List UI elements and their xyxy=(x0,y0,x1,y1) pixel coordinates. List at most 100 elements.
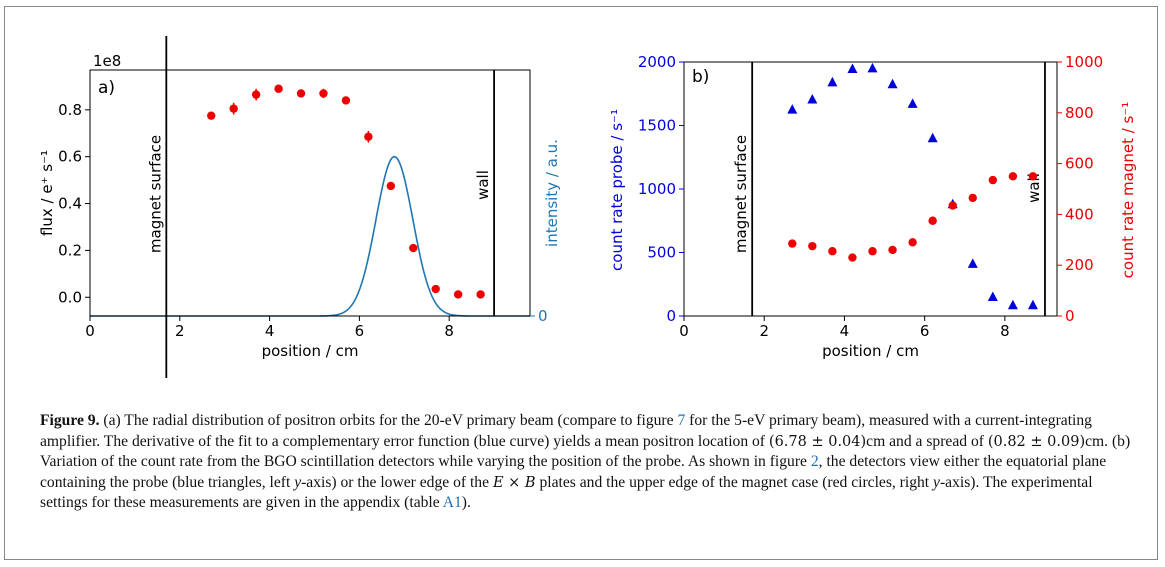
y2-tick-label: 200 xyxy=(1065,256,1094,274)
data-point xyxy=(431,284,440,294)
caption-text: for the 5-eV primary beam), measured wit… xyxy=(40,412,1092,450)
caption-text: , the detectors view either the equatori… xyxy=(40,453,1107,491)
probe-point xyxy=(927,132,938,143)
x-tick-label: 0 xyxy=(85,322,95,340)
data-point xyxy=(409,243,418,253)
vline-label: magnet surface xyxy=(146,135,164,253)
data-point xyxy=(476,290,485,299)
panel-label: b) xyxy=(692,67,709,87)
x-tick-label: 0 xyxy=(679,322,689,340)
y-tick-label: 1500 xyxy=(638,117,676,135)
magnet-point xyxy=(928,216,937,225)
data-point xyxy=(386,181,396,191)
data-point xyxy=(251,90,261,99)
caption-math: E xyxy=(492,474,504,491)
probe-point xyxy=(787,104,798,114)
figure-plots: magnet surface wall 0 2 4 6 8 0.0 0.2 0.4 0.6 0.8 0 a… xyxy=(38,36,1137,378)
x-tick-label: 6 xyxy=(920,322,930,340)
plot-frame xyxy=(89,69,531,317)
x-axis-label: position / cm xyxy=(262,342,359,360)
y-offset-text: 1e8 xyxy=(93,52,121,70)
x-tick-label: 4 xyxy=(840,322,850,340)
y-tick-label: 0.6 xyxy=(58,148,82,166)
y-axis-label: flux / e⁺ s⁻¹ xyxy=(38,150,56,236)
probe-point xyxy=(827,76,838,87)
magnet-point xyxy=(988,175,998,185)
vline-label: magnet surface xyxy=(732,135,750,253)
caption-value: (6.78 ± 0.04) xyxy=(768,433,867,450)
probe-point xyxy=(807,93,818,104)
data-point xyxy=(274,84,283,93)
caption-math: × xyxy=(503,474,525,491)
caption-text: -axis). The experimental settings for th… xyxy=(40,473,1093,512)
y-tick-label: 0.8 xyxy=(58,101,82,119)
panel-label: a) xyxy=(98,78,115,98)
magnet-point xyxy=(1008,172,1018,181)
magnet-point xyxy=(968,193,977,203)
caption-text: -axis) or the lower edge of the xyxy=(301,473,493,491)
caption-italic: y xyxy=(933,473,940,491)
y-axis-label: count rate probe / s⁻¹ xyxy=(608,109,626,271)
probe-point xyxy=(887,78,898,89)
y-tick-label: 0.0 xyxy=(58,288,82,306)
x-axis-label: position / cm xyxy=(822,342,919,360)
magnet-point xyxy=(808,241,817,251)
x-tick-label: 2 xyxy=(759,322,769,340)
probe-point xyxy=(867,62,878,73)
caption-text: ). xyxy=(461,494,471,511)
x-tick-label: 4 xyxy=(265,322,275,340)
x-tick-label: 2 xyxy=(175,322,185,340)
y2-tick-label: 600 xyxy=(1065,155,1094,173)
caption-text: (a) The radial distribution of positron … xyxy=(99,412,678,429)
probe-point xyxy=(847,63,858,73)
data-point xyxy=(229,104,238,113)
data-point xyxy=(364,132,373,141)
probe-point xyxy=(987,291,998,301)
figure-ref-link[interactable]: 7 xyxy=(677,412,686,429)
table-ref-link[interactable]: A1 xyxy=(442,494,462,511)
magnet-point xyxy=(908,238,917,247)
caption-italic: y xyxy=(294,473,302,491)
y2-tick-label: 0 xyxy=(1065,307,1075,325)
y-tick-label: 0 xyxy=(666,307,676,325)
y2-tick-label: 800 xyxy=(1065,104,1094,122)
y-tick-label: 1000 xyxy=(638,180,676,198)
caption-math: B xyxy=(524,474,536,491)
probe-point xyxy=(907,98,918,108)
y2-tick-label: 400 xyxy=(1065,205,1094,223)
chart-b: magnet surface wall 0 2 4 6 8 0 500 1000 1500 2000 0… xyxy=(608,53,1137,360)
y2-axis-label: count rate magnet / s⁻¹ xyxy=(1119,102,1137,279)
x-tick-label: 6 xyxy=(355,322,365,340)
data-point xyxy=(296,89,306,98)
probe-point xyxy=(1007,299,1018,310)
y-tick-label: 0.2 xyxy=(58,241,82,259)
vline-label: wall xyxy=(474,170,492,200)
probe-point xyxy=(1027,299,1038,310)
vline-label: wall xyxy=(1025,173,1043,203)
caption-text: cm and a spread of xyxy=(866,432,988,450)
magnet-point xyxy=(868,247,877,256)
data-point xyxy=(341,96,351,105)
magnet-point xyxy=(828,247,837,256)
caption-text: plates and the upper edge of the magnet … xyxy=(535,473,934,491)
data-point xyxy=(453,290,463,299)
data-point xyxy=(207,111,216,120)
y2-axis-label: intensity / a.u. xyxy=(543,139,561,247)
magnet-point xyxy=(888,245,897,255)
y2-tick-label: 1000 xyxy=(1065,53,1103,71)
figure-caption: Figure 9. (a) The radial distribution of… xyxy=(40,411,1140,514)
y-tick-label: 0.4 xyxy=(58,195,82,213)
chart-a: magnet surface wall 0 2 4 6 8 0.0 0.2 0.4 0.6 0.8 0 a… xyxy=(38,36,561,378)
caption-label: Figure 9. xyxy=(40,412,100,429)
y-tick-label: 2000 xyxy=(638,53,676,71)
probe-point xyxy=(967,258,978,268)
magnet-point xyxy=(948,201,957,210)
caption-value: (0.82 ± 0.09) xyxy=(987,433,1086,450)
figure-frame xyxy=(4,6,1158,560)
magnet-point xyxy=(848,253,857,262)
caption-text: cm. (b) Variation of the count rate from… xyxy=(40,432,1131,471)
x-tick-label: 8 xyxy=(1000,322,1010,340)
magnet-point xyxy=(1028,172,1038,181)
y-tick-label: 500 xyxy=(647,244,676,262)
figure-ref-link[interactable]: 2 xyxy=(810,453,819,470)
